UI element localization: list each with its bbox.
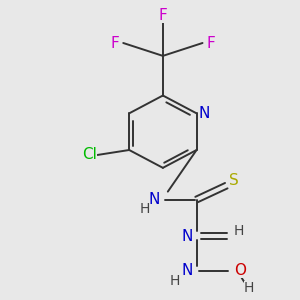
Text: O: O: [234, 263, 246, 278]
Text: Cl: Cl: [82, 148, 97, 163]
Text: H: H: [244, 281, 254, 295]
Text: S: S: [229, 173, 239, 188]
Text: H: H: [234, 224, 244, 238]
Text: H: H: [140, 202, 150, 216]
Text: N: N: [199, 106, 210, 121]
Text: H: H: [169, 274, 180, 288]
Text: F: F: [158, 8, 167, 23]
Text: F: F: [206, 35, 215, 50]
Text: F: F: [111, 35, 120, 50]
Text: N: N: [181, 229, 193, 244]
Text: N: N: [148, 192, 160, 207]
Text: N: N: [181, 263, 193, 278]
